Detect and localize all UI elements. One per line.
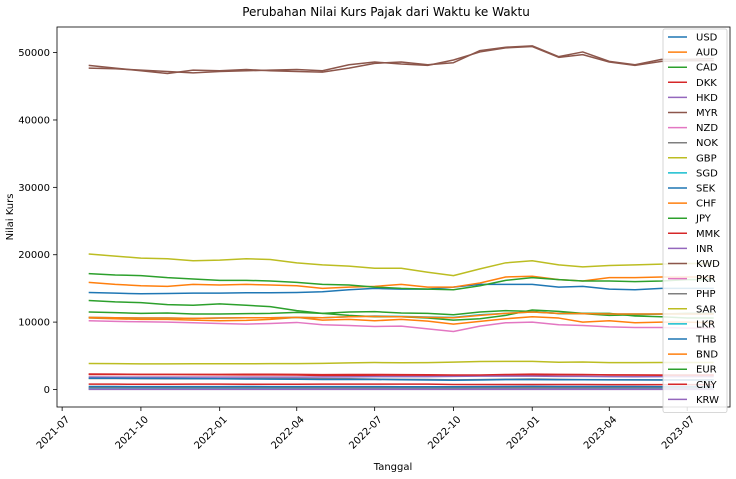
y-tick-label: 40000 (18, 115, 50, 126)
series-line-sar (88, 360, 714, 365)
legend-label-eur: EUR (696, 365, 717, 376)
series-line-nzd (88, 320, 714, 333)
legend-label-nok: NOK (696, 138, 718, 149)
x-tick-label: 2021-10 (114, 414, 151, 451)
legend-label-cny: CNY (696, 380, 717, 391)
legend-label-php: PHP (696, 289, 716, 300)
x-tick-label: 2022-10 (426, 414, 463, 451)
chart-title: Perubahan Nilai Kurs Pajak dari Waktu ke… (242, 5, 530, 19)
series-line-cny (88, 373, 714, 377)
legend-label-nzd: NZD (696, 123, 718, 134)
legend-label-chf: CHF (696, 199, 717, 210)
legend-label-hkd: HKD (696, 93, 718, 104)
y-tick-label: 10000 (18, 318, 50, 329)
legend-label-gbp: GBP (696, 153, 717, 164)
legend-label-bnd: BND (696, 350, 718, 361)
series-line-mmk (88, 383, 714, 386)
series-line-sek (88, 377, 714, 381)
series-line-hkd (88, 375, 714, 378)
series-line-gbp (88, 253, 714, 277)
legend-label-lkr: LKR (696, 319, 715, 330)
legend-label-mmk: MMK (696, 229, 720, 240)
legend: USD AUD CAD DKK HKD MYR NZD NOK GBP SGD SEK CHF JPY M… (662, 28, 728, 413)
y-tick-label: 50000 (18, 48, 50, 59)
series-line-cad (88, 309, 714, 317)
x-tick-label: 2023-07 (660, 414, 697, 451)
series-line-kwd (88, 45, 714, 74)
series-line-aud (88, 315, 714, 325)
legend-label-dkk: DKK (696, 78, 717, 89)
x-tick-label: 2021-07 (35, 414, 72, 451)
legend-label-kwd: KWD (696, 259, 720, 270)
x-tick-label: 2022-01 (192, 414, 229, 451)
legend-label-sek: SEK (696, 184, 716, 195)
x-axis-label: Tanggal (373, 462, 413, 473)
plot-area (57, 27, 730, 407)
legend-label-krw: KRW (696, 395, 719, 406)
x-tick-label: 2023-01 (505, 414, 542, 451)
x-tick-label: 2022-04 (269, 414, 306, 451)
x-axis: 2021-07 2021-10 2022-01 2022-04 2022-07 2022-… (35, 407, 697, 452)
series-line-eur (88, 272, 714, 291)
y-axis-label: Nilai Kurs (5, 194, 16, 241)
legend-label-inr: INR (696, 244, 713, 255)
y-tick-label: 0 (44, 385, 50, 396)
y-axis: 0 10000 20000 30000 40000 50000 (18, 48, 57, 396)
legend-label-pkr: PKR (696, 274, 716, 285)
legend-label-sgd: SGD (696, 168, 718, 179)
legend-label-usd: USD (696, 33, 718, 44)
x-tick-label: 2023-04 (582, 414, 619, 451)
legend-box (662, 28, 728, 413)
series-line-chf (88, 275, 714, 290)
y-tick-label: 30000 (18, 183, 50, 194)
legend-label-thb: THB (695, 335, 717, 346)
legend-label-jpy: JPY (695, 214, 712, 225)
legend-label-sar: SAR (696, 304, 716, 315)
y-tick-label: 20000 (18, 250, 50, 261)
legend-label-cad: CAD (696, 63, 718, 74)
series-layer (88, 45, 714, 391)
plot-frame (56, 26, 731, 408)
legend-label-myr: MYR (696, 108, 718, 119)
legend-label-aud: AUD (696, 48, 718, 59)
x-tick-label: 2022-07 (347, 414, 384, 451)
series-line-bnd (88, 311, 714, 320)
